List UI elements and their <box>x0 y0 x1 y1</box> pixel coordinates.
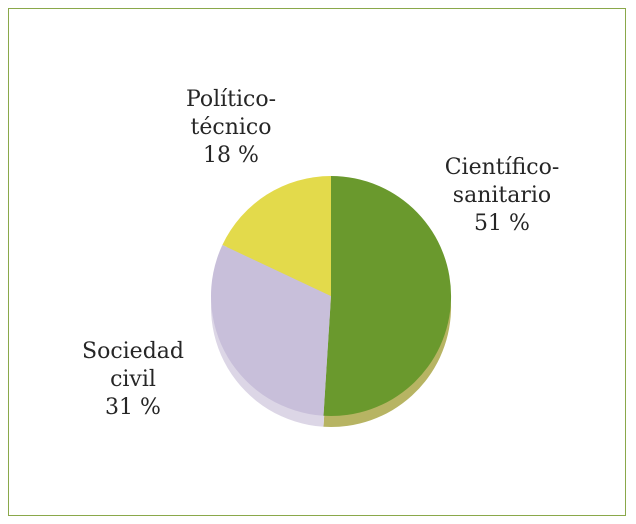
slice-label-politico: Político- técnico 18 % <box>185 87 277 168</box>
slice-label-sociedad: Sociedad civil 31 % <box>82 339 184 420</box>
slice-label-cientifico: Científico- sanitario 51 % <box>444 155 560 236</box>
slice-sociedad <box>211 244 331 416</box>
slice-politico <box>222 176 331 296</box>
slice-cientifico <box>323 175 452 416</box>
